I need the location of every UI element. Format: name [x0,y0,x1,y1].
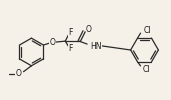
Text: F: F [68,28,73,37]
Text: Cl: Cl [143,65,150,74]
Text: Cl: Cl [143,26,151,35]
Text: O: O [49,38,55,47]
Text: O: O [86,25,92,34]
Text: F: F [68,44,73,52]
Text: O: O [16,69,22,78]
Text: HN: HN [90,42,102,51]
